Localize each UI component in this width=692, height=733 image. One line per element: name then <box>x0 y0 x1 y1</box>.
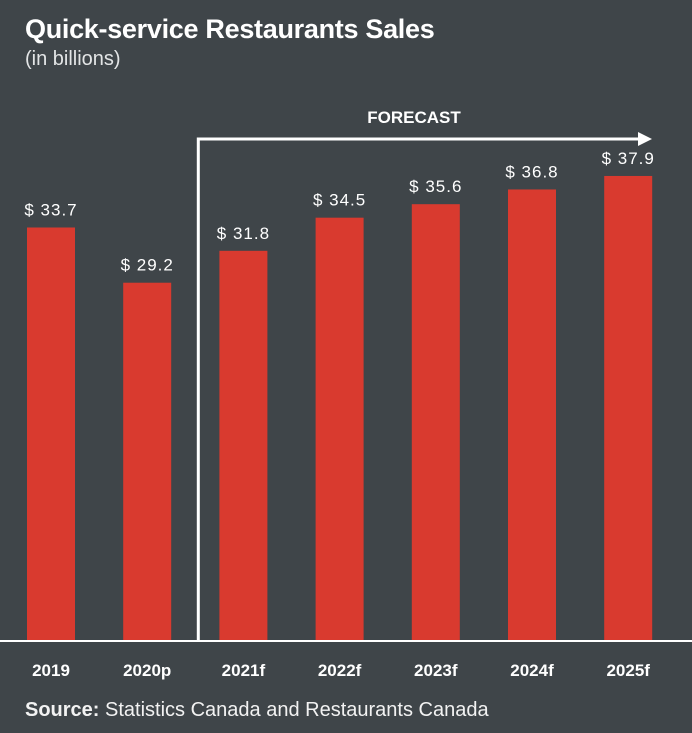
forecast-marker: FORECAST <box>196 108 652 641</box>
bar-2022f <box>315 217 364 641</box>
value-label-2025f: $ 37.9 <box>602 149 655 168</box>
x-tick-label-2019: 2019 <box>32 661 70 680</box>
source-text: Statistics Canada and Restaurants Canada <box>99 699 489 721</box>
bar-2021f <box>219 250 268 641</box>
bar-2024f <box>508 189 556 642</box>
bar-2023f <box>411 204 460 642</box>
source-note: Source: Statistics Canada and Restaurant… <box>25 699 489 722</box>
value-label-2020p: $ 29.2 <box>121 256 174 275</box>
forecast-label: FORECAST <box>367 108 461 127</box>
value-label-2024f: $ 36.8 <box>505 162 558 181</box>
bar-2025f <box>604 175 653 642</box>
source-label: Source: <box>25 699 100 721</box>
bar-2020p <box>123 282 172 641</box>
x-tick-label-2021f: 2021f <box>222 661 266 680</box>
value-label-2021f: $ 31.8 <box>217 224 270 243</box>
chart-subtitle: (in billions) <box>25 48 121 70</box>
value-label-2022f: $ 34.5 <box>313 191 366 210</box>
bars-group <box>27 175 653 642</box>
forecast-arrow-line <box>196 137 640 641</box>
value-label-2023f: $ 35.6 <box>409 177 462 196</box>
x-tick-label-2025f: 2025f <box>606 661 650 680</box>
x-tick-label-2023f: 2023f <box>414 661 458 680</box>
x-axis-labels-group: 2019 2020p 2021f 2022f 2023f 2024f 2025f <box>32 661 650 680</box>
chart-title: Quick-service Restaurants Sales <box>25 14 435 44</box>
forecast-arrow-head <box>638 132 652 146</box>
x-tick-label-2022f: 2022f <box>318 661 362 680</box>
value-labels-group: $ 33.7 $ 29.2 $ 31.8 $ 34.5 $ 35.6 $ 36.8 $ 37… <box>24 149 655 275</box>
x-tick-label-2020p: 2020p <box>123 661 171 680</box>
x-tick-label-2024f: 2024f <box>510 661 554 680</box>
bar-2019 <box>27 227 75 641</box>
value-label-2019: $ 33.7 <box>24 201 77 220</box>
